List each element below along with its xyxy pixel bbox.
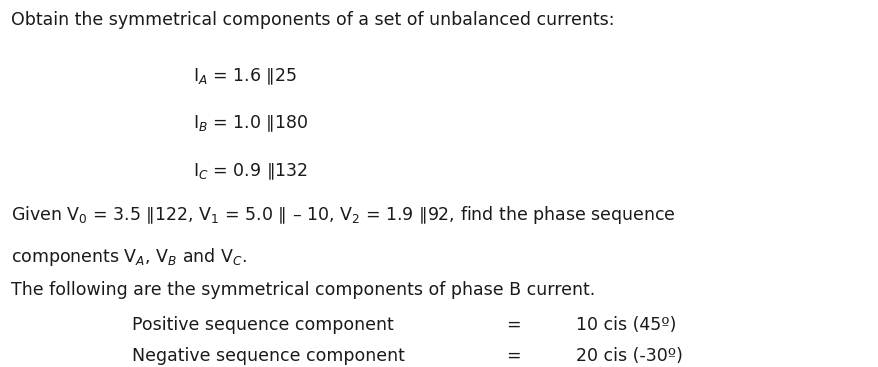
Text: I$_B$ = 1.0 ∥180: I$_B$ = 1.0 ∥180 bbox=[193, 114, 308, 134]
Text: I$_A$ = 1.6 ∥25: I$_A$ = 1.6 ∥25 bbox=[193, 66, 297, 87]
Text: Negative sequence component: Negative sequence component bbox=[132, 347, 404, 365]
Text: The following are the symmetrical components of phase B current.: The following are the symmetrical compon… bbox=[11, 281, 595, 299]
Text: =: = bbox=[506, 347, 521, 365]
Text: Given V$_0$ = 3.5 ∥122, V$_1$ = 5.0 ∥ – 10, V$_2$ = 1.9 ∥92, find the phase sequ: Given V$_0$ = 3.5 ∥122, V$_1$ = 5.0 ∥ – … bbox=[11, 204, 675, 226]
Text: components V$_A$, V$_B$ and V$_C$.: components V$_A$, V$_B$ and V$_C$. bbox=[11, 246, 248, 268]
Text: =: = bbox=[506, 316, 521, 334]
Text: Positive sequence component: Positive sequence component bbox=[132, 316, 393, 334]
Text: 10 cis (45º): 10 cis (45º) bbox=[575, 316, 675, 334]
Text: I$_C$ = 0.9 ∥132: I$_C$ = 0.9 ∥132 bbox=[193, 161, 308, 182]
Text: 20 cis (-30º): 20 cis (-30º) bbox=[575, 347, 682, 365]
Text: Obtain the symmetrical components of a set of unbalanced currents:: Obtain the symmetrical components of a s… bbox=[11, 11, 615, 29]
